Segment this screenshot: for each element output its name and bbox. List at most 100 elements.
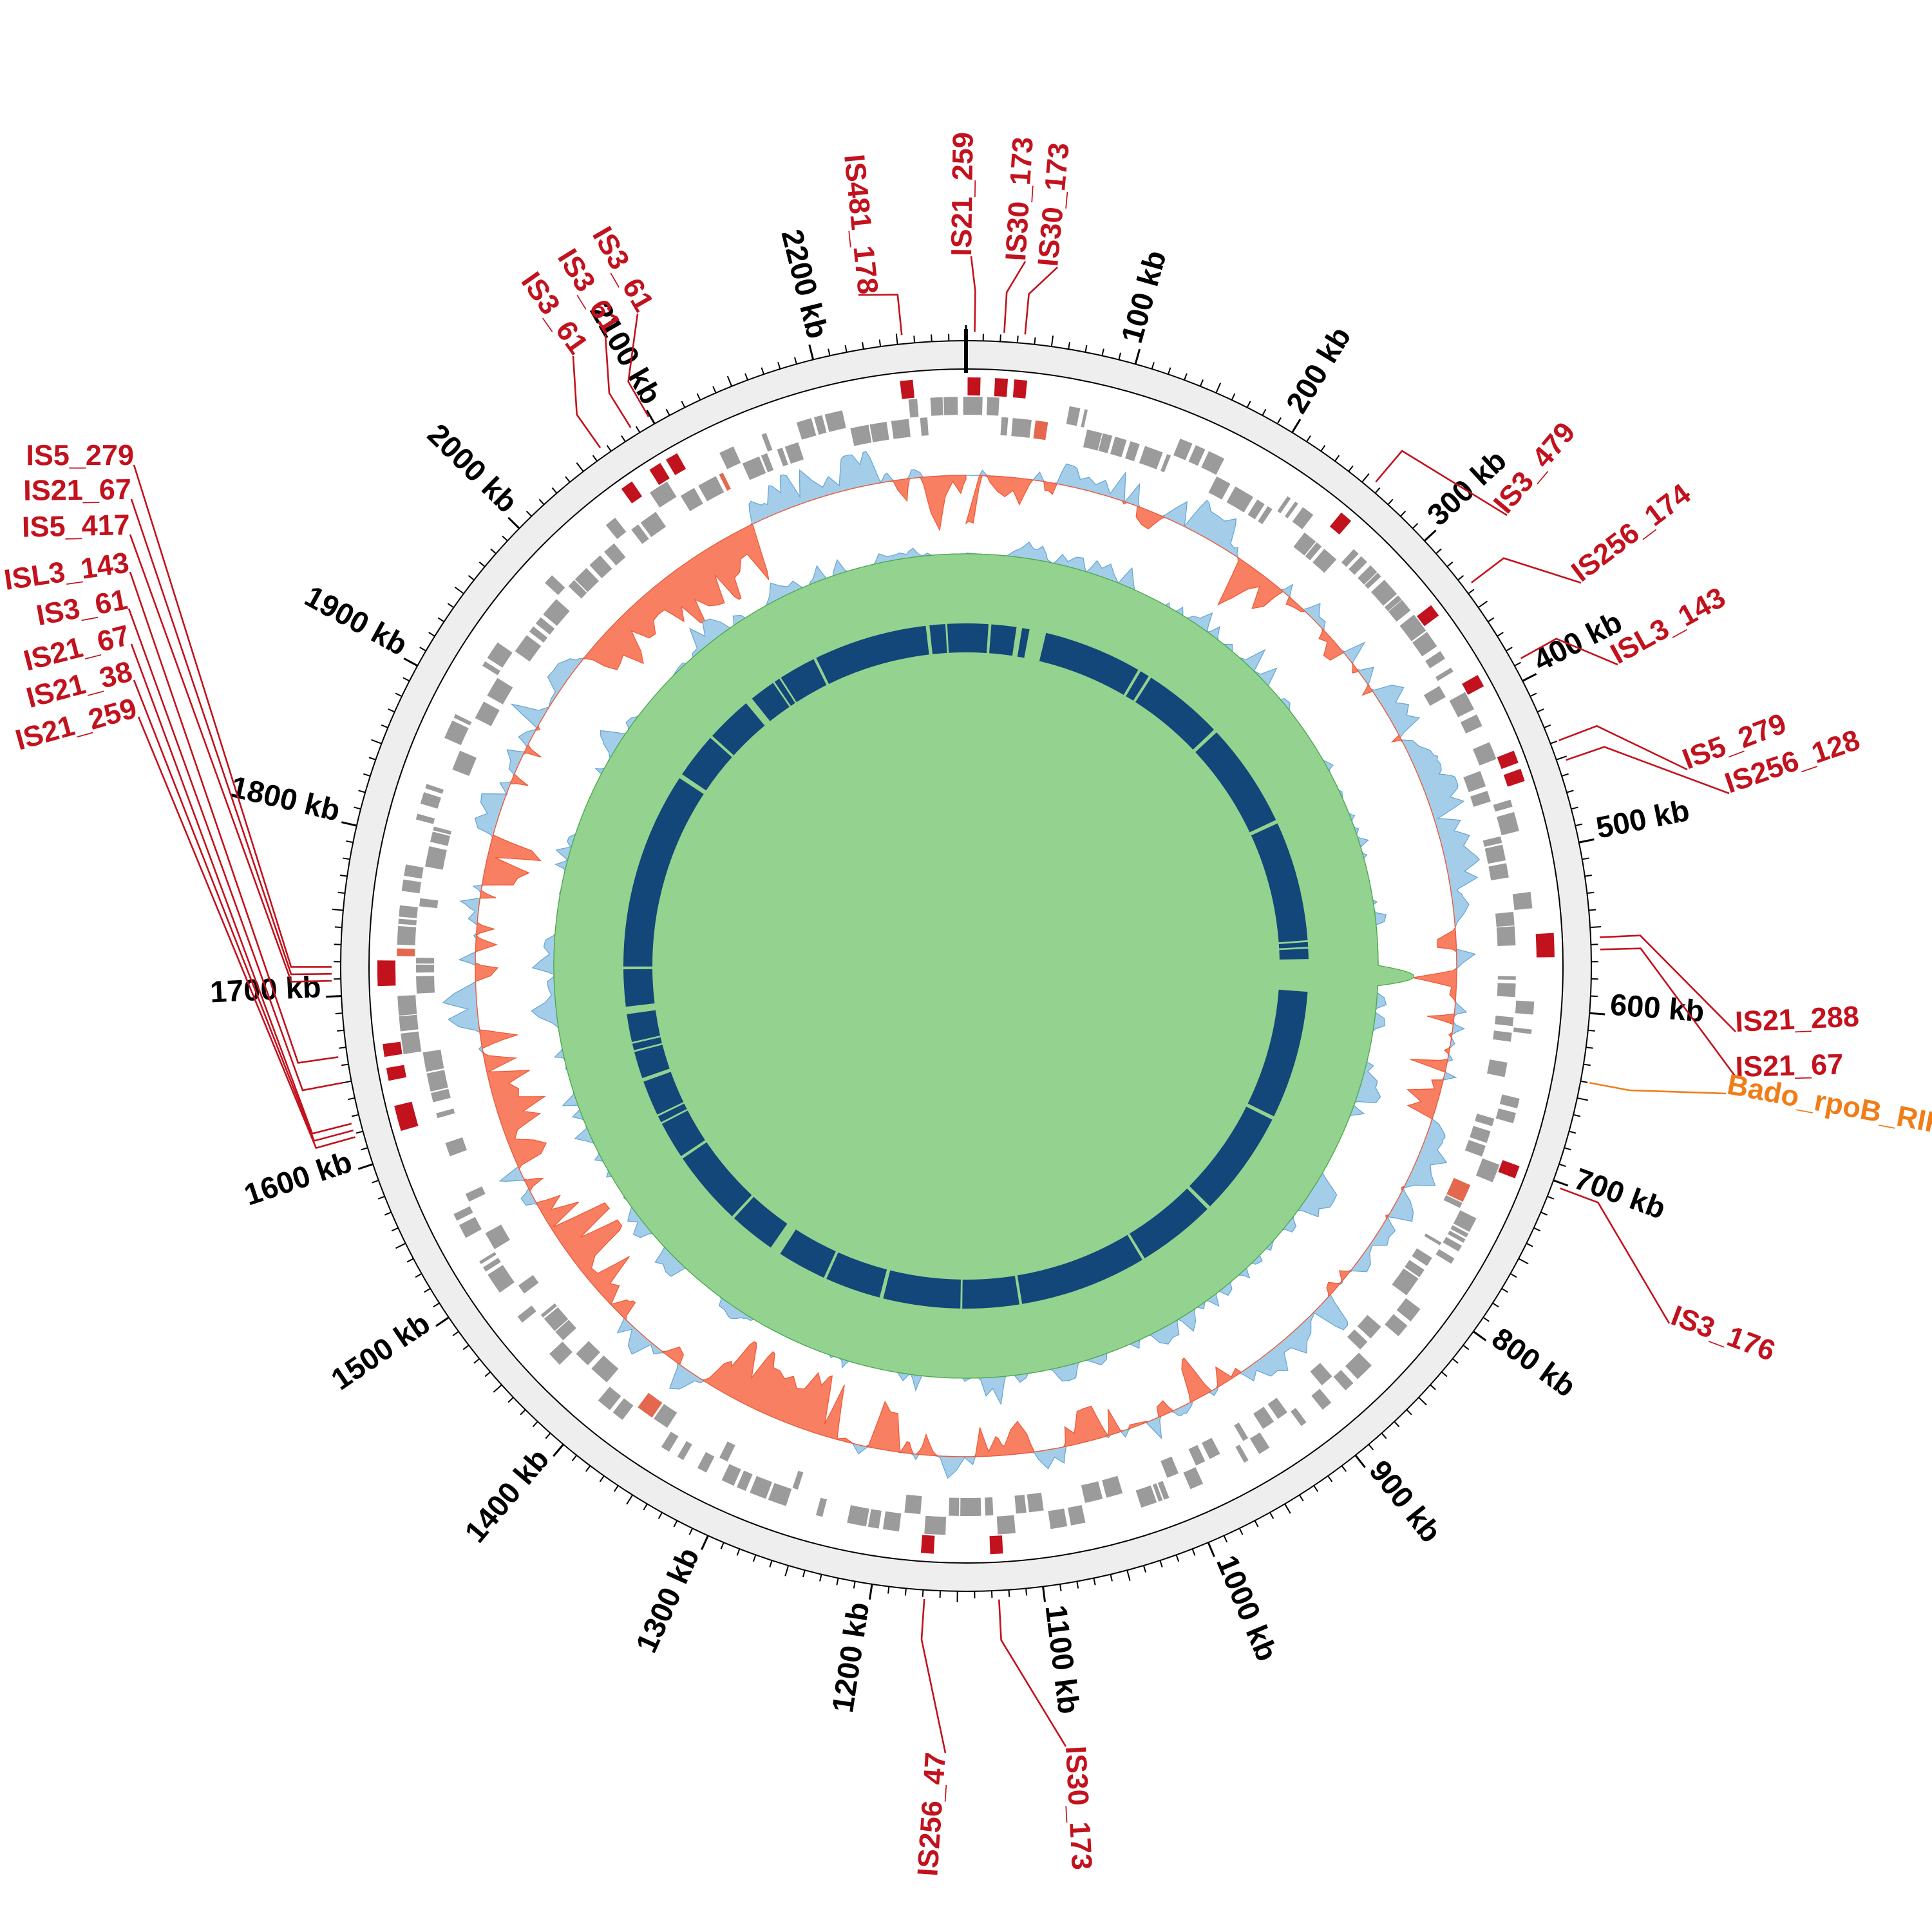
gene-block[interactable] — [1464, 1140, 1486, 1157]
gene-block[interactable] — [1349, 556, 1367, 575]
is-marker-block[interactable] — [1497, 750, 1519, 770]
gene-block[interactable] — [398, 918, 417, 925]
gene-block[interactable] — [985, 1497, 994, 1516]
gene-block[interactable] — [996, 1515, 1016, 1535]
gene-block[interactable] — [1102, 1475, 1123, 1498]
gene-block[interactable] — [784, 442, 804, 464]
gene-block[interactable] — [399, 1014, 419, 1032]
coverage-segment[interactable] — [634, 1045, 670, 1079]
gene-block[interactable] — [535, 617, 555, 635]
gene-block[interactable] — [549, 1341, 573, 1365]
gene-block[interactable] — [1291, 1408, 1307, 1426]
is-marker-block[interactable] — [1498, 1160, 1520, 1179]
coverage-segment[interactable] — [1251, 823, 1308, 943]
is-marker-block[interactable] — [377, 960, 396, 974]
gene-block[interactable] — [1333, 1370, 1354, 1390]
is-element-label[interactable]: IS256_47 — [911, 1751, 952, 1877]
gene-block[interactable] — [568, 580, 587, 599]
coverage-segment[interactable] — [1278, 942, 1309, 949]
coverage-segment[interactable] — [1189, 1106, 1273, 1207]
gene-block[interactable] — [1496, 926, 1516, 946]
gene-block[interactable] — [1277, 496, 1291, 514]
coverage-segment[interactable] — [883, 1270, 961, 1309]
gene-block[interactable] — [949, 1497, 960, 1516]
gene-block[interactable] — [1412, 1248, 1432, 1266]
gene-block[interactable] — [433, 826, 451, 835]
gene-block[interactable] — [475, 701, 500, 726]
gene-block[interactable] — [930, 397, 943, 416]
gene-block[interactable] — [1027, 1492, 1044, 1513]
gene-block[interactable] — [1470, 791, 1491, 807]
gene-block[interactable] — [1098, 433, 1113, 453]
coverage-segment[interactable] — [780, 1229, 836, 1278]
gene-block[interactable] — [1345, 1352, 1372, 1379]
coverage-segment[interactable] — [816, 625, 929, 685]
gene-block[interactable] — [487, 642, 513, 668]
gene-block[interactable] — [518, 1274, 539, 1294]
gene-block[interactable] — [1463, 771, 1486, 793]
is-marker-block[interactable] — [386, 1065, 406, 1081]
gene-block[interactable] — [1396, 1298, 1421, 1321]
is-element-label[interactable]: IS30_173 — [1059, 1745, 1099, 1871]
is-marker-block[interactable] — [383, 1041, 402, 1057]
gene-block[interactable] — [452, 750, 477, 776]
gene-block[interactable] — [1453, 1210, 1477, 1232]
gene-block[interactable] — [1066, 406, 1081, 426]
gene-block[interactable] — [966, 397, 983, 415]
coverage-segment[interactable] — [661, 1110, 705, 1157]
gene-block[interactable] — [487, 677, 513, 705]
gene-block[interactable] — [719, 446, 741, 469]
gene-block[interactable] — [397, 995, 417, 1016]
coverage-segment[interactable] — [658, 1103, 687, 1122]
gene-block[interactable] — [1392, 1268, 1419, 1296]
gene-block[interactable] — [960, 1497, 981, 1517]
gene-block[interactable] — [1202, 1437, 1220, 1459]
gene-block[interactable] — [425, 846, 447, 870]
gene-block[interactable] — [1497, 811, 1519, 835]
gene-block[interactable] — [1208, 476, 1231, 500]
gene-block[interactable] — [943, 397, 958, 415]
gene-block[interactable] — [1253, 1406, 1274, 1429]
gene-block[interactable] — [1183, 1467, 1204, 1490]
gene-block[interactable] — [605, 517, 627, 540]
gene-block[interactable] — [416, 976, 435, 994]
gene-block[interactable] — [869, 422, 889, 442]
gene-block[interactable] — [1157, 1481, 1170, 1500]
gene-block[interactable] — [430, 831, 450, 846]
gene-block[interactable] — [987, 397, 999, 416]
gene-block[interactable] — [1446, 1178, 1471, 1202]
gene-block[interactable] — [1347, 1329, 1368, 1350]
gene-block[interactable] — [1139, 446, 1163, 469]
coverage-segment[interactable] — [929, 624, 947, 654]
gene-block[interactable] — [1365, 573, 1381, 589]
gene-block[interactable] — [963, 396, 966, 415]
gene-block[interactable] — [1083, 430, 1103, 451]
gene-block[interactable] — [1495, 1016, 1514, 1027]
gene-block[interactable] — [431, 1088, 451, 1103]
gene-block[interactable] — [436, 1108, 455, 1119]
gene-block[interactable] — [1358, 565, 1378, 585]
coverage-segment[interactable] — [966, 623, 989, 654]
coverage-segment[interactable] — [1279, 949, 1309, 960]
gene-block[interactable] — [1475, 1158, 1500, 1182]
gene-block[interactable] — [453, 1206, 473, 1221]
gene-block[interactable] — [425, 784, 444, 794]
gene-block[interactable] — [555, 1320, 576, 1341]
gene-block[interactable] — [422, 1049, 444, 1072]
gene-block[interactable] — [1188, 445, 1206, 466]
is-marker-block[interactable] — [1535, 933, 1555, 947]
gene-block[interactable] — [445, 1137, 468, 1157]
gene-block[interactable] — [1110, 437, 1127, 457]
gene-block[interactable] — [1495, 1108, 1516, 1124]
gene-block[interactable] — [1292, 507, 1314, 529]
gene-block[interactable] — [1515, 1000, 1535, 1015]
is-element-label[interactable]: IS5_279 — [26, 439, 134, 471]
gene-block[interactable] — [1443, 1236, 1462, 1252]
coverage-segment[interactable] — [947, 623, 966, 653]
gene-block[interactable] — [867, 1509, 882, 1529]
is-marker-block[interactable] — [1536, 944, 1555, 958]
gene-block[interactable] — [515, 635, 542, 662]
gene-block[interactable] — [1493, 799, 1513, 812]
is-marker-block[interactable] — [649, 462, 670, 486]
gene-block[interactable] — [1000, 417, 1009, 436]
